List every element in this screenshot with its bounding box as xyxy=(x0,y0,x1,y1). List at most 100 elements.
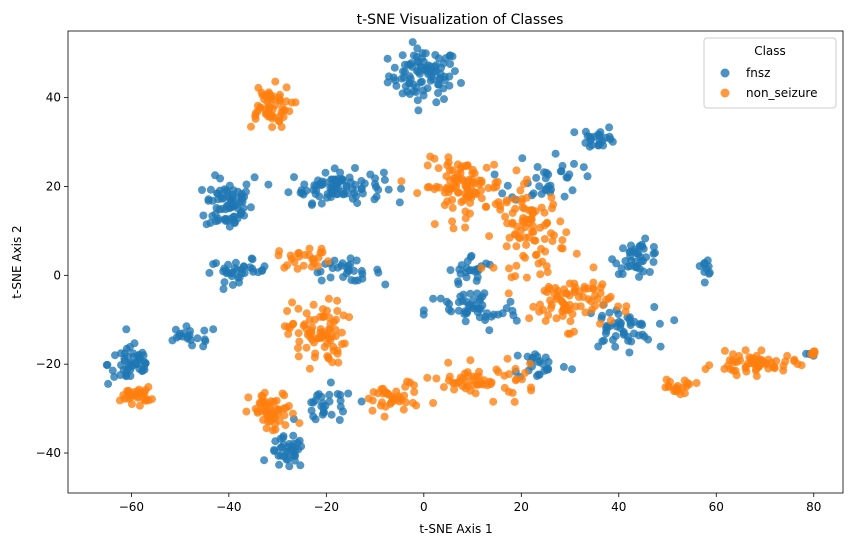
data-point xyxy=(581,308,590,317)
data-point xyxy=(439,383,448,392)
data-point xyxy=(414,106,423,115)
data-point xyxy=(753,360,762,369)
data-point xyxy=(397,177,406,186)
y-axis-label: t-SNE Axis 2 xyxy=(10,225,24,298)
data-point xyxy=(583,172,592,181)
data-point xyxy=(344,266,353,275)
data-point xyxy=(637,240,646,249)
data-point xyxy=(222,269,231,278)
data-point xyxy=(494,310,503,319)
data-point xyxy=(444,358,453,367)
data-point xyxy=(269,426,277,435)
data-point xyxy=(222,186,231,195)
data-point xyxy=(500,383,509,392)
legend-marker-fnsz xyxy=(720,68,730,78)
data-point xyxy=(764,355,773,364)
data-point xyxy=(466,198,475,207)
data-point xyxy=(557,296,566,305)
data-point xyxy=(575,287,584,296)
data-point xyxy=(305,364,314,373)
data-point xyxy=(302,343,311,352)
data-point xyxy=(423,161,432,170)
data-point xyxy=(807,350,816,358)
data-point xyxy=(280,391,289,400)
data-point xyxy=(548,204,556,213)
data-point xyxy=(454,280,463,288)
data-point xyxy=(270,446,279,454)
data-point xyxy=(461,223,470,232)
data-point xyxy=(380,175,389,184)
data-point xyxy=(439,84,448,93)
data-point xyxy=(358,269,367,278)
data-point xyxy=(264,180,273,189)
data-point xyxy=(529,302,538,311)
data-point xyxy=(290,258,299,267)
data-point xyxy=(417,77,426,86)
data-point xyxy=(352,256,361,265)
data-point xyxy=(565,279,574,288)
data-point xyxy=(639,267,648,276)
data-point xyxy=(309,398,318,407)
data-point xyxy=(419,310,428,319)
data-point xyxy=(296,461,305,470)
data-point xyxy=(457,79,465,87)
data-point xyxy=(423,373,432,382)
data-point xyxy=(557,244,566,253)
data-point xyxy=(382,388,391,397)
data-point xyxy=(508,388,517,397)
data-point xyxy=(494,368,503,376)
data-point xyxy=(432,98,441,107)
data-point xyxy=(171,325,180,334)
legend-title: Class xyxy=(754,44,786,58)
scatter-points xyxy=(102,38,819,471)
data-point xyxy=(602,323,611,332)
data-point xyxy=(452,182,461,191)
data-point xyxy=(720,346,729,355)
data-point xyxy=(612,322,621,331)
data-point xyxy=(457,198,466,206)
data-point xyxy=(346,260,355,269)
data-point xyxy=(119,391,128,400)
data-point xyxy=(417,63,426,72)
data-point xyxy=(295,436,304,445)
data-point xyxy=(430,220,439,229)
data-point xyxy=(330,256,339,265)
data-point xyxy=(140,358,149,367)
data-point xyxy=(640,332,649,341)
data-point xyxy=(291,98,300,107)
data-point xyxy=(471,267,480,276)
data-point xyxy=(350,266,358,275)
data-point xyxy=(602,295,610,304)
data-point xyxy=(102,361,111,369)
data-point xyxy=(512,261,521,270)
data-point xyxy=(319,312,328,321)
data-point xyxy=(295,337,304,346)
data-point xyxy=(624,336,633,345)
data-point xyxy=(456,269,465,278)
legend-label-fnsz: fnsz xyxy=(746,66,770,80)
data-point xyxy=(247,122,255,131)
data-point xyxy=(321,168,330,177)
data-point xyxy=(357,397,366,406)
data-point xyxy=(465,192,474,200)
data-point xyxy=(490,170,499,179)
data-point xyxy=(206,185,215,194)
data-point xyxy=(605,123,614,132)
legend-label-non-seizure: non_seizure xyxy=(746,86,817,100)
data-point xyxy=(288,409,297,418)
data-point xyxy=(481,316,490,325)
data-point xyxy=(265,411,274,420)
data-point xyxy=(621,307,630,316)
data-point xyxy=(317,276,326,285)
data-point xyxy=(486,380,495,389)
data-point xyxy=(326,273,335,282)
data-point xyxy=(454,306,463,315)
data-point xyxy=(389,395,397,404)
data-point xyxy=(403,377,412,386)
data-point xyxy=(418,49,427,58)
data-point xyxy=(294,344,302,353)
data-point xyxy=(436,69,445,78)
data-point xyxy=(566,317,575,326)
data-point xyxy=(502,242,511,251)
data-point xyxy=(275,90,284,99)
